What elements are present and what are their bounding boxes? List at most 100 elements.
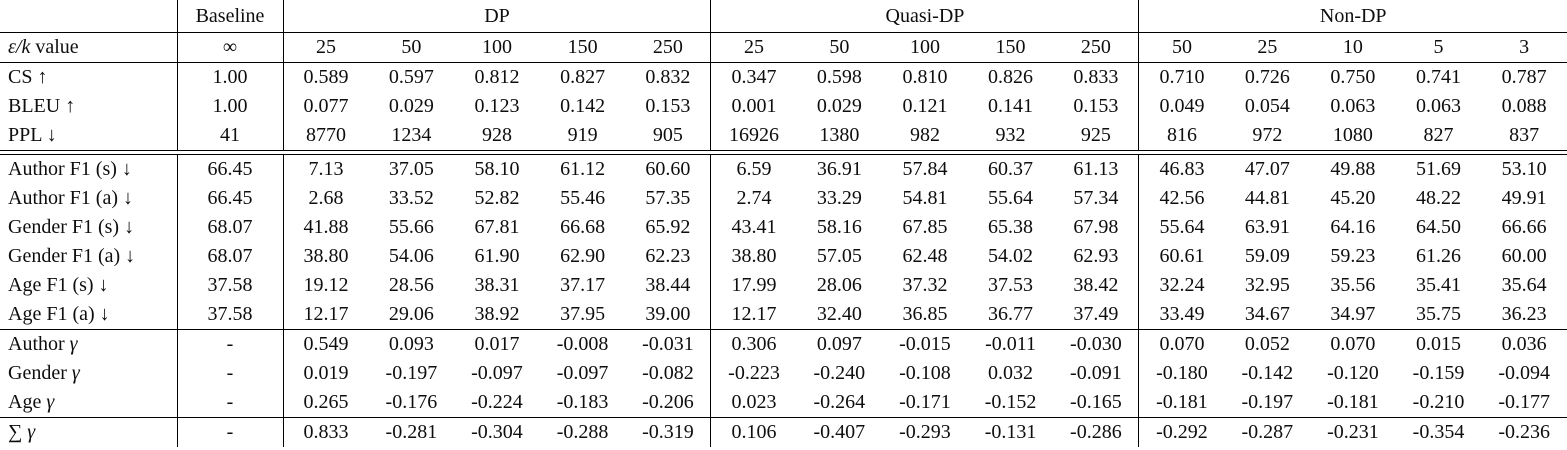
table-cell: 60.60	[625, 154, 711, 184]
table-cell: 60.00	[1501, 245, 1547, 267]
table-cell: 66.66	[1501, 216, 1547, 238]
table-cell: -	[176, 388, 283, 418]
table-cell: -0.210	[1395, 388, 1482, 418]
table-cell: 55.64	[1138, 213, 1225, 242]
table-header: Baseline DP Quasi-DP Non-DP ε/k value ∞ 25 50 10…	[0, 0, 1567, 63]
table-cell: 60.61	[1138, 242, 1225, 271]
table-row-gender-f1-a: Gender F1 (a) ↓ 68.07 38.80 54.06 61.90 62.90…	[0, 242, 1567, 271]
table-cell: 35.64	[1501, 274, 1547, 296]
table-cell: 37.32	[902, 274, 948, 296]
table-cell: 0.049	[1138, 92, 1225, 121]
table-cell: 1080	[1310, 121, 1396, 151]
table-cell: 905	[625, 121, 711, 151]
table-row-age: Age γ -0.265 -0.176 -0.224 -0.183 -0.206 0.023…	[0, 388, 1567, 418]
table-cell: -0.231	[1327, 421, 1379, 443]
table-cell: 0.833	[1073, 66, 1119, 88]
table-cell: 54.81	[902, 187, 948, 209]
table-cell: 36.91	[796, 154, 883, 184]
table-cell: 59.09	[1244, 245, 1290, 267]
param-value-cell: 50	[796, 32, 883, 63]
table-row-bleu: BLEU ↑ 1.00 0.077 0.029 0.123 0.142 0.153 0.001…	[0, 92, 1567, 121]
table-cell: 57.35	[645, 187, 691, 209]
table-cell: 0.141	[988, 95, 1034, 117]
table-cell: 0.142	[560, 95, 606, 117]
table-cell: -0.180	[1138, 359, 1225, 388]
table-cell: -0.286	[1070, 421, 1122, 443]
table-cell: 919	[539, 121, 626, 151]
table-cell: 837	[1481, 121, 1567, 151]
table-cell: 53.10	[1481, 154, 1567, 184]
table-cell: -0.224	[454, 388, 540, 418]
row-label: CS ↑	[8, 66, 48, 88]
table-cell: 61.90	[474, 245, 520, 267]
table-cell: 816	[1138, 121, 1225, 151]
row-label: Author F1 (a) ↓	[8, 187, 133, 209]
table-cell: 57.84	[882, 154, 968, 184]
param-value-cell: 100	[882, 32, 968, 63]
table-cell: 66.68	[560, 216, 606, 238]
table-cell: 0.787	[1501, 66, 1547, 88]
table-cell: 33.29	[816, 187, 862, 209]
param-value-cell: 150	[967, 32, 1054, 63]
table-cell: -0.240	[813, 362, 866, 384]
table-row-age-f1-s: Age F1 (s) ↓ 37.58 19.12 28.56 38.31 37.17 38.…	[0, 271, 1567, 300]
table-cell: 37.95	[539, 300, 626, 330]
table-cell: 33.52	[388, 187, 434, 209]
row-label: ∑ γ	[8, 421, 36, 443]
table-cell: -0.008	[556, 333, 609, 355]
table-cell: 12.17	[710, 300, 797, 330]
table-cell: 38.92	[454, 300, 540, 330]
table-cell: 62.48	[902, 245, 948, 267]
table-cell: -0.183	[539, 388, 626, 418]
table-cell: 55.64	[988, 187, 1034, 209]
table-cell: 0.070	[1138, 329, 1225, 359]
row-label: BLEU ↑	[8, 95, 76, 117]
table-cell: 0.598	[816, 66, 862, 88]
table-cell: -0.407	[813, 421, 866, 443]
table-cell: 0.121	[902, 95, 948, 117]
row-label: Age F1 (a) ↓	[0, 300, 177, 330]
table-cell: -	[176, 329, 283, 359]
table-cell: 0.306	[710, 329, 797, 359]
table-cell: -	[176, 359, 283, 388]
table-cell: -0.319	[642, 421, 694, 443]
param-value-cell: ∞	[176, 32, 283, 63]
table-cell: 61.26	[1416, 245, 1462, 267]
table-cell: 0.032	[988, 362, 1034, 384]
param-value-cell: 50	[368, 32, 455, 63]
table-cell: 0.070	[1330, 333, 1376, 355]
table-cell: 0.088	[1501, 95, 1547, 117]
table-cell: 33.49	[1138, 300, 1225, 330]
table-cell: -0.292	[1138, 417, 1225, 447]
table-cell: 16926	[710, 121, 797, 151]
table-cell: 0.029	[816, 95, 862, 117]
table-cell: 0.017	[474, 333, 520, 355]
row-label: Age γ	[0, 388, 177, 418]
table-cell: 32.40	[796, 300, 883, 330]
table-cell: 8770	[282, 121, 369, 151]
table-row-cs: CS ↑ 1.00 0.589 0.597 0.812 0.827 0.832 0.347 0.…	[0, 62, 1567, 92]
table-cell: -	[176, 417, 283, 447]
table-cell: 36.85	[882, 300, 968, 330]
table-cell: 43.41	[710, 213, 797, 242]
row-label: Author γ	[8, 333, 78, 355]
table-cell: 46.83	[1138, 154, 1225, 184]
table-cell: 6.59	[710, 154, 797, 184]
table-cell: 35.75	[1395, 300, 1482, 330]
table-cell: 38.80	[710, 242, 797, 271]
table-cell: 54.06	[388, 245, 434, 267]
table-cell: 68.07	[176, 242, 283, 271]
table-cell: -0.031	[642, 333, 694, 355]
table-cell: 39.00	[625, 300, 711, 330]
table-cell: 0.001	[710, 92, 797, 121]
table-cell: 57.34	[1073, 187, 1119, 209]
table-cell: -0.015	[899, 333, 951, 355]
table-cell: 37.53	[988, 274, 1034, 296]
table-cell: 59.23	[1330, 245, 1376, 267]
table-cell: 48.22	[1416, 187, 1462, 209]
table-cell: 45.20	[1330, 187, 1376, 209]
table-cell: 66.45	[176, 154, 283, 184]
table-row-gender: Gender γ -0.019 -0.197 -0.097 -0.097 -0.082 -0…	[0, 359, 1567, 388]
table-cell: 67.85	[902, 216, 948, 238]
